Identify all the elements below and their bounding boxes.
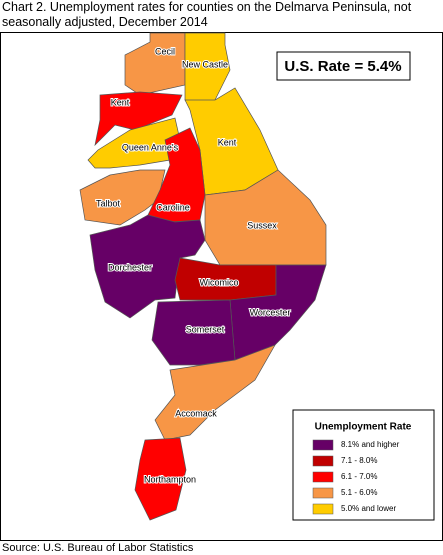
legend-label: 7.1 - 8.0% xyxy=(341,456,377,465)
county-label: Cecil xyxy=(155,46,175,56)
county-label: Kent xyxy=(218,137,237,147)
legend-swatch xyxy=(312,471,334,483)
county xyxy=(204,169,327,266)
county xyxy=(151,299,236,366)
legend-swatch xyxy=(312,503,334,515)
legend-label: 5.1 - 6.0% xyxy=(341,488,377,497)
county-label: Caroline xyxy=(156,202,190,212)
rate-text: U.S. Rate = 5.4% xyxy=(284,58,401,75)
county xyxy=(134,437,187,521)
county-label: Accomack xyxy=(175,408,217,418)
county-label: Queen Anne's xyxy=(122,142,179,152)
county-label: Kent xyxy=(111,97,130,107)
county-label: Northampton xyxy=(144,474,196,484)
map: Cecil New Castle Kent Queen Anne's Kent Talbo… xyxy=(0,32,443,541)
legend-swatch xyxy=(312,487,334,499)
county-label: New Castle xyxy=(182,59,228,69)
title: Chart 2. Unemployment rates for counties… xyxy=(2,0,412,29)
county xyxy=(154,344,276,441)
county xyxy=(89,214,206,319)
legend-items: 8.1% and higher 7.1 - 8.0% 6.1 - 7.0% 5.1 -… xyxy=(312,439,400,515)
legend-label: 8.1% and higher xyxy=(341,440,400,449)
county-label: Somerset xyxy=(186,324,225,334)
source: Source: U.S. Bureau of Labor Statistics xyxy=(2,542,194,554)
legend-swatch xyxy=(312,455,334,467)
legend-label: 6.1 - 7.0% xyxy=(341,472,377,481)
rate-box xyxy=(276,51,411,81)
county-label: Talbot xyxy=(96,198,121,208)
county-label: Worcester xyxy=(250,307,291,317)
legend-label: 5.0% and lower xyxy=(341,504,396,513)
county-label: Dorchester xyxy=(108,262,152,272)
county-label: Sussex xyxy=(247,220,277,230)
legend-swatch xyxy=(312,439,334,451)
legend-title: Unemployment Rate xyxy=(315,422,412,433)
county-label: Wicomico xyxy=(199,277,238,287)
county-labels: Cecil New Castle Kent Queen Anne's Kent Talbo… xyxy=(95,45,291,485)
